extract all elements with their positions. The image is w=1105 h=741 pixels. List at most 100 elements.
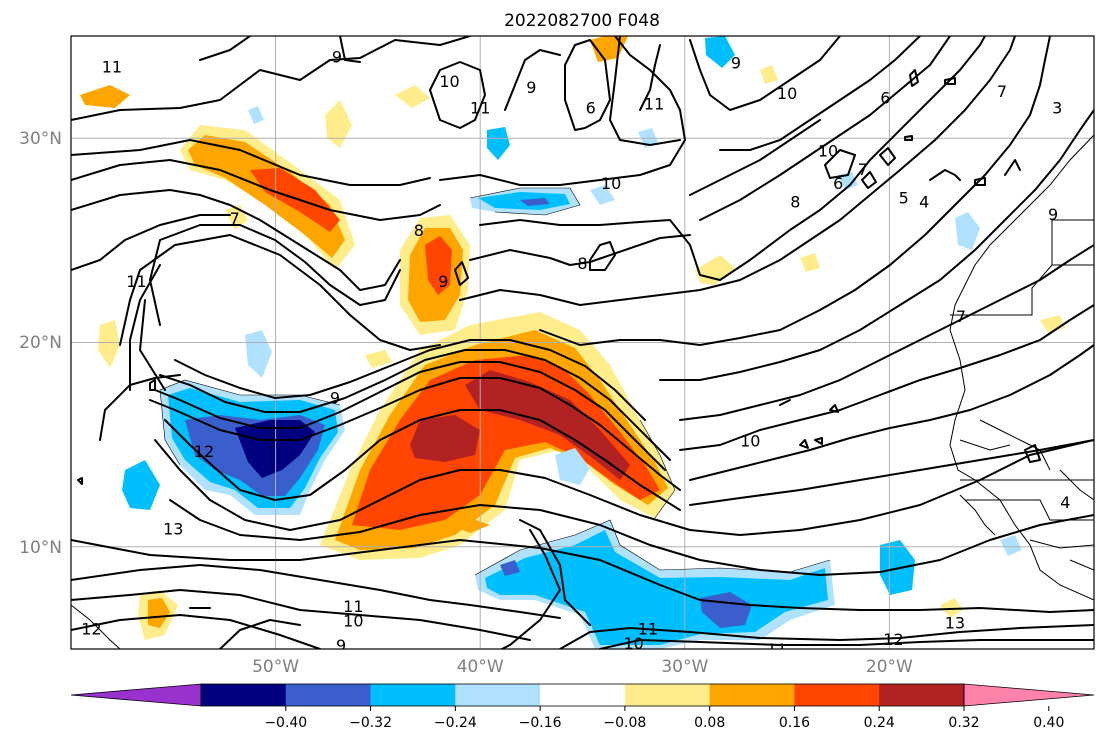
negative-small-2 (487, 127, 510, 160)
negative-small-7 (590, 185, 615, 205)
colorbar-tick-label: −0.16 (519, 715, 562, 731)
colorbar-tick-label: −0.40 (264, 715, 307, 731)
colorbar-swatch (794, 684, 880, 706)
contour-label: 12 (81, 620, 101, 639)
contour-label: 9 (336, 636, 346, 655)
positive-center-red (425, 236, 452, 295)
colorbar-extend-low (70, 683, 202, 707)
contours (71, 36, 1094, 649)
contour-label: 9 (1048, 205, 1058, 224)
contour-label: 9 (330, 389, 340, 408)
colorbar-frame (200, 683, 965, 707)
contour-label: 12 (194, 442, 214, 461)
contour-label: 7 (997, 82, 1007, 101)
positive-small-11 (695, 255, 735, 285)
contour-label: 13 (945, 613, 965, 632)
contour-label: 11 (638, 620, 658, 639)
lon-label-40w: 40°W (457, 657, 504, 677)
colorbar-tick-label: −0.08 (603, 715, 646, 731)
colorbar-extend-high (963, 683, 1095, 707)
positive-nw-orange (188, 135, 345, 258)
lat-label-10n: 10°N (19, 538, 62, 558)
contour-label: 7 (230, 209, 240, 228)
contour-label: 10 (439, 72, 459, 91)
contour-label: 10 (777, 84, 797, 103)
colorbar-tick-label: 0.24 (864, 715, 895, 731)
contour-label: 8 (414, 221, 424, 240)
coastlines (71, 134, 1094, 649)
contour-label: 8 (577, 254, 587, 273)
colorbar-tick-label: −0.32 (349, 715, 392, 731)
positive-nw-red (250, 168, 340, 232)
contour-label: 9 (438, 272, 448, 291)
longitude-labels: 50°W 40°W 30°W 20°W (252, 657, 913, 677)
positive-small-6 (148, 598, 170, 628)
contour-label: 9 (731, 54, 741, 73)
colorbar-swatch (879, 684, 965, 706)
contour-label: 10 (343, 611, 363, 630)
contour-label: 7 (858, 160, 868, 179)
colorbar-swatch (285, 684, 372, 706)
negative-small-11 (1000, 535, 1022, 556)
figure-title: 2022082700 F048 (504, 11, 660, 31)
colorbar-swatch (455, 684, 541, 706)
colorbar: −0.40 −0.32 −0.24 −0.16 −0.08 0.08 0.16 0.24 0.3… (70, 683, 1095, 731)
colorbar-swatch (709, 684, 795, 706)
contour-label: 11 (644, 94, 664, 113)
contour-label: 4 (919, 193, 929, 212)
contour-label: 11 (102, 58, 122, 77)
contour-label: 8 (790, 193, 800, 212)
contour-label: 11 (470, 99, 490, 118)
colorbar-swatch (540, 684, 626, 706)
positive-small-8 (98, 320, 120, 368)
contour-label: 11 (767, 640, 787, 659)
negative-small-3 (955, 212, 980, 250)
gridlines (71, 36, 1094, 649)
negative-small-1 (705, 36, 735, 68)
contour-label: 9 (526, 78, 536, 97)
contour-label: 10 (623, 634, 643, 653)
contour-label: 10 (818, 141, 838, 160)
positive-small-15 (760, 65, 778, 84)
colorbar-tick-label: −0.24 (434, 715, 477, 731)
contour-label: 12 (883, 630, 903, 649)
contour-label: 7 (956, 307, 966, 326)
negative-small-10 (248, 106, 264, 124)
colorbar-tick-label: 0.08 (694, 715, 725, 731)
negative-small-5 (555, 448, 590, 485)
lon-label-20w: 20°W (866, 657, 913, 677)
positive-band-red (352, 355, 660, 530)
colorbar-swatch (201, 684, 287, 706)
negative-west-navy (235, 420, 315, 478)
contour-label: 3 (1052, 99, 1062, 118)
lon-label-30w: 30°W (661, 657, 708, 677)
colorbar-tick-label: 0.16 (779, 715, 810, 731)
negative-center-medblue (520, 198, 550, 206)
latitude-labels: 30°N 20°N 10°N (19, 129, 62, 558)
positive-small-14 (800, 253, 820, 272)
positive-small-2 (325, 100, 352, 148)
contour-label: 10 (601, 174, 621, 193)
shaded-field (80, 36, 1065, 649)
contour-label: 4 (1060, 493, 1070, 512)
contour-label: 6 (833, 174, 843, 193)
contour-label: 5 (899, 188, 909, 207)
lon-label-50w: 50°W (252, 657, 299, 677)
positive-small-13 (365, 350, 392, 368)
lat-label-20n: 20°N (19, 333, 62, 353)
contour-label: 9 (332, 47, 342, 66)
colorbar-swatch (624, 684, 711, 706)
positive-small-1 (80, 85, 130, 108)
positive-small-3 (395, 85, 430, 108)
colorbar-swatch (370, 684, 456, 706)
positive-band-darkred (410, 370, 630, 480)
colorbar-tick-label: 0.40 (1033, 715, 1064, 731)
contour-label: 13 (163, 519, 183, 538)
map-frame (70, 35, 1095, 650)
contour-label: 11 (126, 272, 146, 291)
lat-label-30n: 30°N (19, 129, 62, 149)
colorbar-tick-label: 0.32 (948, 715, 979, 731)
contour-label: 11 (343, 597, 363, 616)
